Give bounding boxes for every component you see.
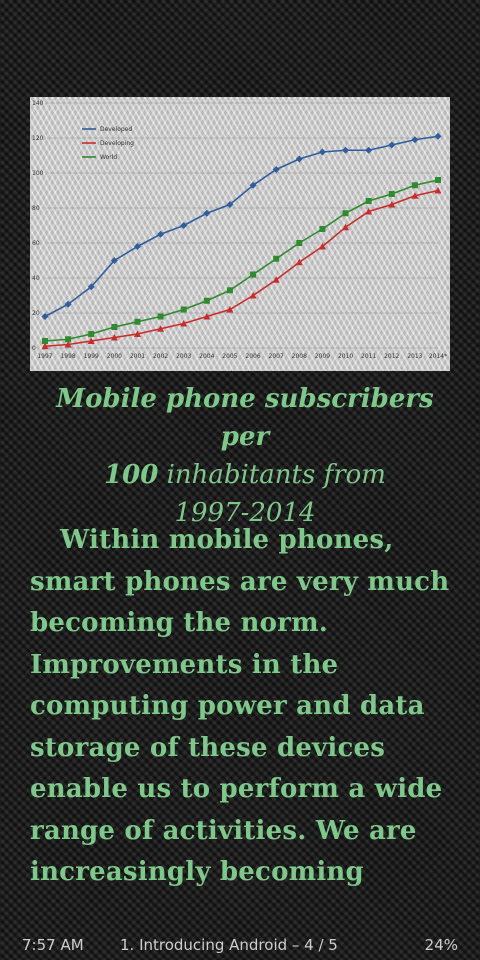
y-tick-label: 40: [32, 275, 40, 282]
data-point: [319, 226, 326, 232]
data-point: [295, 155, 303, 163]
data-point: [87, 337, 95, 344]
data-point: [388, 191, 395, 197]
data-point: [42, 338, 48, 344]
data-point: [87, 283, 95, 291]
x-tick-label: 1998: [60, 353, 75, 360]
data-point: [249, 292, 257, 299]
status-chapter-progress: 1. Introducing Android – 4 / 5: [120, 936, 338, 954]
data-point: [411, 136, 419, 144]
y-tick-label: 80: [32, 205, 40, 212]
data-point: [365, 146, 373, 154]
data-point: [250, 271, 257, 278]
data-point: [157, 325, 165, 332]
caption-line-1: Mobile phone subscribers per: [56, 384, 434, 452]
data-point: [272, 166, 280, 173]
data-point: [318, 243, 326, 250]
data-point: [41, 313, 49, 320]
data-point: [133, 330, 141, 337]
legend-label: Developing: [100, 140, 134, 147]
data-point: [110, 334, 118, 341]
data-point: [388, 201, 396, 208]
data-point: [41, 342, 49, 350]
data-point: [180, 306, 187, 313]
y-tick-label: 20: [32, 310, 40, 317]
x-tick-label: 2007: [269, 353, 284, 360]
data-point: [342, 223, 350, 231]
data-point: [296, 240, 303, 246]
status-battery: 24%: [424, 936, 458, 954]
data-point: [226, 306, 234, 313]
data-point: [273, 255, 280, 262]
x-tick-label: 2011: [361, 353, 376, 360]
x-tick-label: 1997: [37, 353, 52, 360]
data-point: [249, 181, 257, 189]
x-tick-label: 2001: [130, 353, 145, 360]
x-tick-label: 2004: [199, 353, 214, 360]
y-tick-label: 60: [32, 240, 40, 247]
series-line-world: [44, 179, 439, 342]
y-tick-label: 120: [32, 135, 44, 142]
data-point: [434, 187, 442, 194]
data-point: [434, 132, 442, 140]
data-point: [365, 208, 373, 215]
data-point: [88, 331, 95, 337]
data-point: [157, 230, 165, 238]
data-point: [411, 182, 418, 189]
data-point: [64, 341, 72, 348]
x-tick-label: 2008: [292, 353, 307, 360]
data-point: [157, 313, 164, 320]
x-tick-label: 2014*: [429, 353, 447, 360]
x-tick-label: 2003: [176, 353, 191, 360]
reader-status-bar: 7:57 AM 1. Introducing Android – 4 / 5 2…: [0, 930, 480, 960]
caption-line-2b: inhabitants from: [158, 460, 386, 490]
chart-caption: Mobile phone subscribers per 100 inhabit…: [40, 380, 450, 532]
y-tick-label: 100: [32, 170, 44, 177]
x-tick-label: 2012: [384, 353, 399, 360]
caption-line-2a: 100: [104, 460, 159, 490]
data-point: [111, 324, 118, 330]
data-point: [272, 276, 280, 283]
data-point: [342, 146, 350, 154]
data-point: [365, 198, 372, 204]
data-point: [388, 141, 396, 149]
y-tick-label: 140: [32, 100, 44, 107]
y-tick-label: 0: [32, 345, 36, 352]
data-point: [64, 300, 72, 308]
data-point: [203, 297, 210, 304]
data-point: [133, 243, 141, 250]
x-tick-label: 2002: [153, 353, 168, 360]
data-point: [180, 222, 188, 229]
x-tick-label: 2013: [407, 353, 422, 360]
legend-label: Developed: [100, 126, 132, 133]
data-point: [110, 257, 118, 264]
data-point: [203, 209, 211, 217]
x-tick-label: 2010: [338, 353, 353, 360]
data-point: [318, 148, 326, 156]
data-point: [180, 320, 188, 327]
series-line-developed: [44, 135, 439, 318]
data-point: [295, 258, 303, 266]
data-point: [226, 287, 233, 294]
data-point: [342, 210, 349, 217]
line-chart: 0 20 40 60 80 100 120 140 1997 1998 1999 2000 2001 20…: [32, 100, 447, 360]
status-time: 7:57 AM: [22, 936, 84, 954]
data-point: [226, 201, 234, 208]
data-point: [65, 336, 72, 343]
x-tick-label: 2000: [107, 353, 122, 360]
caption-line-3: 1997-2014: [174, 498, 316, 528]
chart-image: 0 20 40 60 80 100 120 140 1997 1998 1999 2000 2001 20…: [30, 97, 450, 371]
data-point: [411, 192, 419, 199]
series-line-developing: [44, 189, 439, 348]
data-point: [435, 177, 441, 183]
data-point: [203, 313, 211, 320]
legend-label: World: [100, 154, 117, 161]
body-paragraph: Within mobile phones, smart phones are v…: [30, 525, 450, 887]
x-tick-label: 1999: [84, 353, 99, 360]
x-tick-label: 2006: [245, 353, 260, 360]
x-tick-label: 2005: [222, 353, 237, 360]
x-tick-label: 2009: [315, 353, 330, 360]
data-point: [134, 318, 141, 325]
